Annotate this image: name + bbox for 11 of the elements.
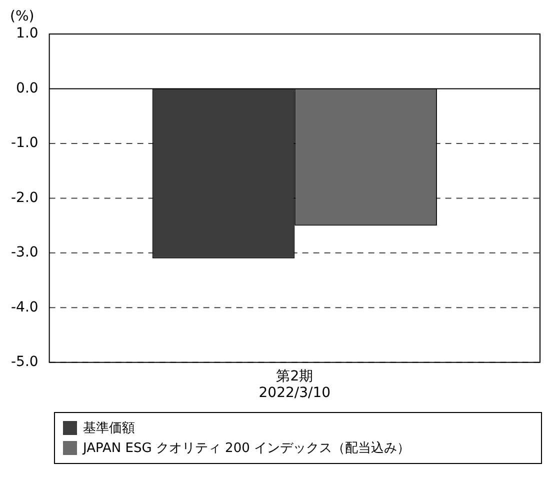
y-tick-label: 1.0 [16, 26, 38, 42]
y-axis-title: (%) [10, 8, 34, 25]
y-tick-label: -5.0 [10, 354, 38, 370]
x-tick-label: 第2期 2022/3/10 [258, 368, 331, 402]
y-tick-label: -4.0 [10, 299, 38, 316]
y-tick-label: -1.0 [10, 135, 38, 152]
y-tick-label: -3.0 [10, 244, 38, 261]
legend-label: 基準価額 [83, 420, 135, 437]
legend-label: JAPAN ESG クオリティ 200 インデックス（配当込み） [83, 440, 410, 457]
y-tick-label: 0.0 [16, 80, 38, 96]
y-tick-label: -2.0 [10, 190, 38, 206]
